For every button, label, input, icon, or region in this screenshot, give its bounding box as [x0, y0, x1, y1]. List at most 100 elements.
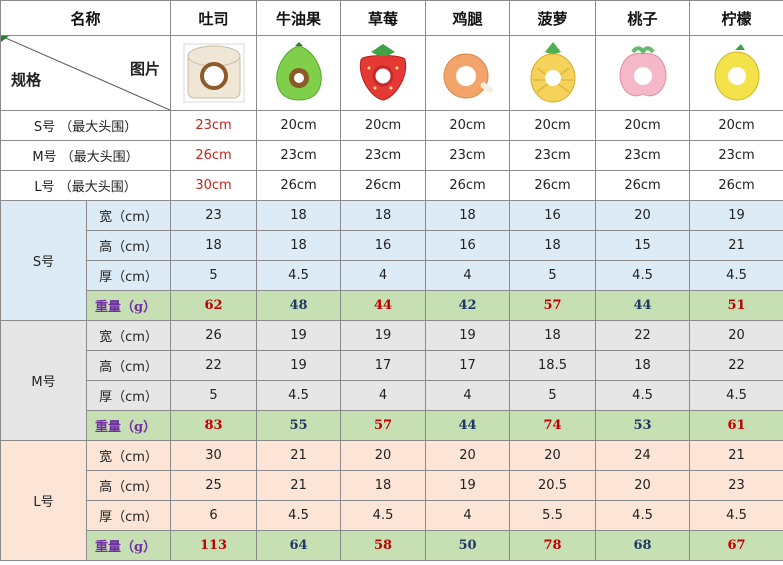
dimension-label: 高（cm） — [85, 350, 172, 381]
group-l-weight-row: 重量（g） 113 64 58 50 78 68 67 — [1, 530, 783, 561]
dimension-value: 18.5 — [509, 350, 597, 381]
dimension-value: 30 — [170, 440, 258, 471]
size-label: S号 （最大头围） — [0, 110, 172, 141]
weight-value: 44 — [425, 410, 511, 441]
dimension-value: 18 — [509, 320, 597, 351]
size-value: 20cm — [340, 110, 427, 141]
dimension-value: 18 — [256, 200, 342, 231]
size-value: 23cm — [340, 140, 427, 171]
weight-value: 113 — [170, 530, 258, 561]
dimension-value: 18 — [170, 230, 258, 261]
weight-value: 74 — [509, 410, 597, 441]
dimension-value: 23 — [689, 470, 783, 501]
group-s-thickness-row: 厚（cm） 5 4.5 4 4 5 4.5 4.5 — [1, 260, 783, 291]
dimension-value: 26 — [170, 320, 258, 351]
size-value: 20cm — [689, 110, 783, 141]
size-value: 30cm — [170, 170, 258, 201]
dimension-value: 18 — [340, 200, 427, 231]
header-row: 名称 吐司 牛油果 草莓 鸡腿 菠萝 桃子 柠檬 — [0, 0, 783, 36]
group-l-height-row: 高（cm） 25 21 18 19 20.5 20 23 — [1, 470, 783, 501]
weight-value: 53 — [595, 410, 691, 441]
weight-label: 重量（g） — [85, 290, 172, 321]
product-header: 菠萝 — [509, 0, 597, 36]
dimension-value: 20 — [340, 440, 427, 471]
dimension-value: 4.5 — [595, 260, 691, 291]
strawberry-pillow-icon — [340, 35, 427, 111]
dimension-value: 5 — [170, 380, 258, 411]
dimension-value: 18 — [340, 470, 427, 501]
dimension-value: 16 — [340, 230, 427, 261]
size-label: L号 （最大头围） — [0, 170, 172, 201]
dimension-label: 宽（cm） — [85, 320, 172, 351]
dimension-value: 16 — [425, 230, 511, 261]
weight-value: 57 — [340, 410, 427, 441]
dimension-value: 25 — [170, 470, 258, 501]
dimension-label: 高（cm） — [85, 470, 172, 501]
dimension-value: 23 — [170, 200, 258, 231]
avocado-pillow-icon — [256, 35, 342, 111]
group-m-thickness-row: 厚（cm） 5 4.5 4 4 5 4.5 4.5 — [1, 380, 783, 411]
dimension-value: 4.5 — [256, 500, 342, 531]
dimension-value: 21 — [689, 230, 783, 261]
dimension-value: 4.5 — [256, 260, 342, 291]
dimension-value: 22 — [595, 320, 691, 351]
product-header: 桃子 — [595, 0, 691, 36]
group-s-weight-row: 重量（g） 62 48 44 42 57 44 51 — [1, 290, 783, 321]
dimension-value: 4 — [340, 380, 427, 411]
weight-value: 64 — [256, 530, 342, 561]
dimension-value: 15 — [595, 230, 691, 261]
size-value: 26cm — [340, 170, 427, 201]
size-value: 26cm — [170, 140, 258, 171]
weight-value: 58 — [340, 530, 427, 561]
dimension-value: 20 — [425, 440, 511, 471]
size-row-m: M号 （最大头围） 26cm 23cm 23cm 23cm 23cm 23cm … — [0, 140, 783, 171]
dimension-value: 4 — [425, 380, 511, 411]
dimension-value: 19 — [256, 320, 342, 351]
dimension-value: 24 — [595, 440, 691, 471]
group-label: M号 — [0, 320, 87, 441]
product-header: 牛油果 — [256, 0, 342, 36]
size-value: 26cm — [689, 170, 783, 201]
image-row: 规格 图片 — [0, 35, 783, 111]
dimension-value: 4.5 — [340, 500, 427, 531]
weight-value: 42 — [425, 290, 511, 321]
dimension-value: 20 — [595, 200, 691, 231]
weight-value: 48 — [256, 290, 342, 321]
weight-value: 44 — [340, 290, 427, 321]
weight-value: 50 — [425, 530, 511, 561]
dimension-value: 22 — [170, 350, 258, 381]
dimension-value: 19 — [425, 470, 511, 501]
size-value: 20cm — [256, 110, 342, 141]
weight-value: 83 — [170, 410, 258, 441]
size-value: 20cm — [595, 110, 691, 141]
dimension-label: 宽（cm） — [85, 440, 172, 471]
size-value: 20cm — [425, 110, 511, 141]
product-header: 草莓 — [340, 0, 427, 36]
group-label: S号 — [0, 200, 87, 321]
dimension-label: 厚（cm） — [85, 380, 172, 411]
dimension-value: 19 — [425, 320, 511, 351]
dimension-value: 5.5 — [509, 500, 597, 531]
product-header: 柠檬 — [689, 0, 783, 36]
dimension-value: 5 — [170, 260, 258, 291]
peach-pillow-icon — [595, 35, 691, 111]
dimension-value: 20 — [509, 440, 597, 471]
weight-value: 68 — [595, 530, 691, 561]
dimension-value: 21 — [256, 440, 342, 471]
group-l-thickness-row: 厚（cm） 6 4.5 4.5 4 5.5 4.5 4.5 — [1, 500, 783, 531]
dimension-label: 厚（cm） — [85, 260, 172, 291]
dimension-value: 4.5 — [689, 380, 783, 411]
weight-value: 62 — [170, 290, 258, 321]
weight-label: 重量（g） — [85, 410, 172, 441]
dimension-value: 5 — [509, 260, 597, 291]
size-value: 26cm — [595, 170, 691, 201]
dimension-value: 18 — [509, 230, 597, 261]
weight-value: 55 — [256, 410, 342, 441]
dimension-value: 19 — [256, 350, 342, 381]
weight-value: 57 — [509, 290, 597, 321]
dimension-value: 20 — [689, 320, 783, 351]
size-row-s: S号 （最大头围） 23cm 20cm 20cm 20cm 20cm 20cm … — [0, 110, 783, 141]
dimension-value: 4 — [340, 260, 427, 291]
group-m-height-row: 高（cm） 22 19 17 17 18.5 18 22 — [1, 350, 783, 381]
